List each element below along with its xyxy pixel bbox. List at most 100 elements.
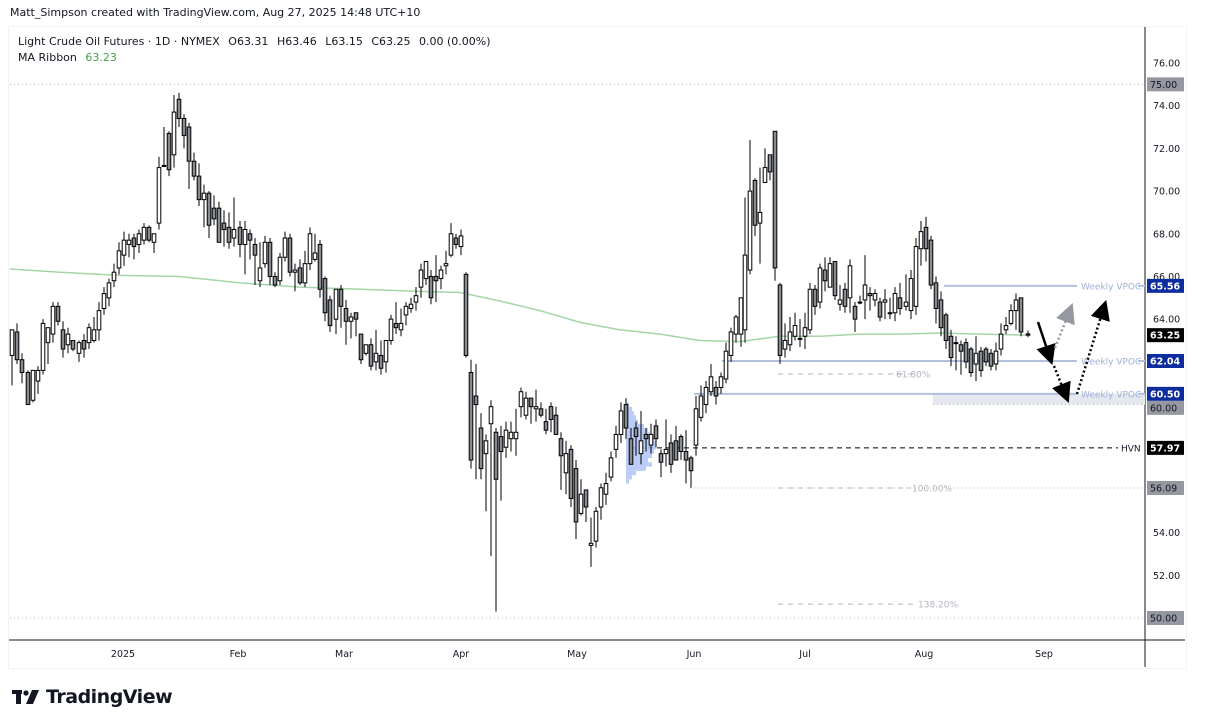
indicator-name[interactable]: MA Ribbon bbox=[18, 51, 77, 64]
candle-up[interactable] bbox=[792, 325, 798, 337]
candle-down[interactable] bbox=[191, 160, 197, 177]
candle-down[interactable] bbox=[752, 179, 758, 226]
candle-up[interactable] bbox=[1013, 299, 1019, 312]
candle-up[interactable] bbox=[733, 316, 739, 335]
candle-up[interactable] bbox=[908, 278, 914, 312]
candle-up[interactable] bbox=[171, 111, 177, 156]
candle-up[interactable] bbox=[161, 164, 167, 167]
candle-up[interactable] bbox=[458, 235, 464, 248]
candle-up[interactable] bbox=[201, 192, 207, 201]
candle-up[interactable] bbox=[503, 429, 509, 448]
candle-down[interactable] bbox=[1025, 333, 1031, 336]
candle-up[interactable] bbox=[563, 453, 569, 474]
candle-up[interactable] bbox=[126, 239, 132, 245]
candle-down[interactable] bbox=[453, 237, 459, 245]
candle-down[interactable] bbox=[81, 339, 87, 350]
candle-down[interactable] bbox=[852, 305, 858, 320]
candle-down[interactable] bbox=[60, 329, 66, 350]
candle-up[interactable] bbox=[231, 228, 237, 239]
candle-down[interactable] bbox=[433, 275, 439, 282]
candle-down[interactable] bbox=[267, 241, 273, 277]
candle-up[interactable] bbox=[998, 333, 1004, 350]
candle-down[interactable] bbox=[538, 408, 544, 416]
candle-up[interactable] bbox=[703, 386, 709, 406]
candle-up[interactable] bbox=[488, 406, 494, 425]
candle-up[interactable] bbox=[762, 167, 768, 184]
candle-up[interactable] bbox=[973, 352, 979, 365]
candle-up[interactable] bbox=[913, 246, 919, 307]
candle-up[interactable] bbox=[718, 376, 724, 388]
candle-up[interactable] bbox=[518, 391, 524, 408]
candle-down[interactable] bbox=[938, 299, 944, 329]
candle-down[interactable] bbox=[767, 154, 773, 173]
candle-up[interactable] bbox=[847, 265, 853, 299]
candle-up[interactable] bbox=[663, 448, 669, 455]
candle-down[interactable] bbox=[633, 427, 639, 438]
candle-up[interactable] bbox=[1008, 310, 1014, 324]
candle-down[interactable] bbox=[558, 438, 564, 457]
candle-up[interactable] bbox=[608, 457, 614, 478]
candle-up[interactable] bbox=[307, 233, 313, 265]
candle-down[interactable] bbox=[713, 386, 719, 397]
candle-down[interactable] bbox=[897, 297, 903, 309]
candle-up[interactable] bbox=[282, 237, 288, 258]
candle-up[interactable] bbox=[593, 510, 599, 542]
candle-up[interactable] bbox=[262, 241, 268, 265]
candle-down[interactable] bbox=[923, 226, 929, 250]
candle-up[interactable] bbox=[312, 252, 318, 260]
candle-down[interactable] bbox=[968, 348, 974, 374]
candle-down[interactable] bbox=[933, 282, 939, 309]
candle-down[interactable] bbox=[322, 278, 328, 314]
candle-up[interactable] bbox=[418, 269, 424, 288]
candle-up[interactable] bbox=[613, 433, 619, 450]
candle-down[interactable] bbox=[678, 436, 684, 452]
candle-up[interactable] bbox=[91, 329, 97, 341]
candle-up[interactable] bbox=[65, 333, 71, 346]
candle-up[interactable] bbox=[292, 269, 298, 273]
candle-up[interactable] bbox=[483, 440, 489, 455]
candle-up[interactable] bbox=[708, 376, 714, 393]
candle-up[interactable] bbox=[403, 305, 409, 316]
candle-down[interactable] bbox=[317, 243, 323, 290]
candle-down[interactable] bbox=[643, 433, 649, 440]
candle-up[interactable] bbox=[802, 327, 808, 337]
candle-up[interactable] bbox=[757, 211, 763, 224]
candle-up[interactable] bbox=[121, 239, 127, 256]
candle-down[interactable] bbox=[378, 354, 384, 369]
candle-up[interactable] bbox=[698, 395, 704, 418]
candle-down[interactable] bbox=[528, 397, 534, 408]
candle-up[interactable] bbox=[141, 226, 147, 241]
arrow-dotted-down[interactable] bbox=[1052, 365, 1071, 403]
candle-up[interactable] bbox=[383, 339, 389, 363]
candle-up[interactable] bbox=[398, 322, 404, 331]
candle-down[interactable] bbox=[131, 237, 137, 248]
candle-up[interactable] bbox=[523, 397, 529, 416]
candle-up[interactable] bbox=[277, 256, 283, 282]
candle-up[interactable] bbox=[728, 331, 734, 356]
candle-up[interactable] bbox=[872, 293, 878, 301]
candle-down[interactable] bbox=[393, 322, 399, 329]
candle-down[interactable] bbox=[543, 421, 549, 431]
candle-up[interactable] bbox=[151, 233, 157, 243]
candle-up[interactable] bbox=[86, 327, 92, 344]
candle-up[interactable] bbox=[817, 267, 823, 303]
candle-down[interactable] bbox=[146, 226, 152, 241]
candle-up[interactable] bbox=[508, 431, 514, 440]
candle-down[interactable] bbox=[928, 239, 934, 286]
candle-down[interactable] bbox=[832, 261, 838, 297]
candle-down[interactable] bbox=[463, 273, 469, 356]
candle-down[interactable] bbox=[327, 299, 333, 327]
candle-down[interactable] bbox=[216, 207, 222, 243]
candle-up[interactable] bbox=[837, 299, 843, 305]
candle-down[interactable] bbox=[653, 425, 659, 440]
candle-down[interactable] bbox=[583, 489, 589, 508]
candle-down[interactable] bbox=[186, 126, 192, 162]
candle-up[interactable] bbox=[862, 284, 868, 301]
candle-up[interactable] bbox=[302, 263, 308, 284]
candle-up[interactable] bbox=[693, 408, 699, 446]
candle-down[interactable] bbox=[668, 442, 674, 465]
candle-up[interactable] bbox=[423, 261, 429, 280]
candle-down[interactable] bbox=[1018, 297, 1024, 333]
candle-up[interactable] bbox=[723, 350, 729, 380]
